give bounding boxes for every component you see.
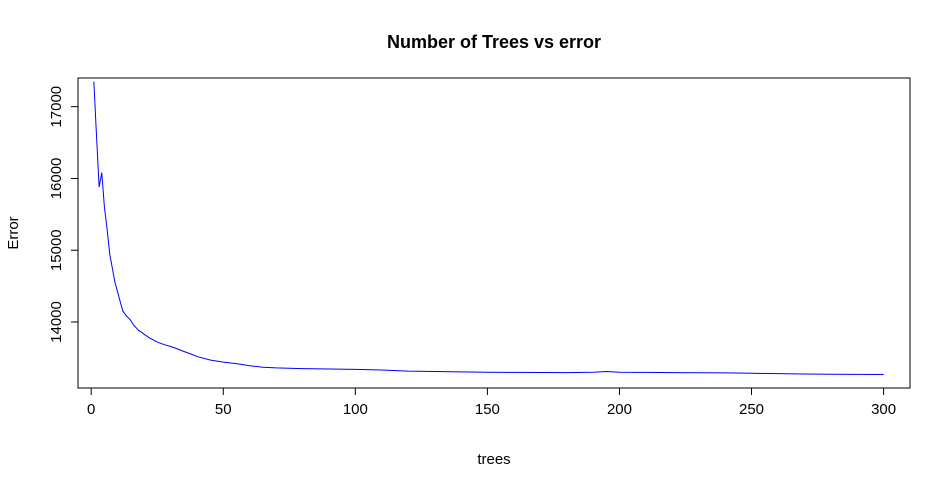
plot-frame: [77, 77, 911, 389]
x-tick-label: 0: [87, 401, 95, 418]
y-tick-label: 14000: [48, 301, 65, 343]
y-tick-label: 15000: [48, 229, 65, 271]
y-tick-label: 17000: [48, 86, 65, 128]
x-tick-label: 200: [607, 401, 632, 418]
y-axis: 14000 15000 16000 17000: [48, 86, 79, 343]
x-axis: 0 50 100 150 200 250 300: [87, 387, 896, 418]
x-tick-label: 300: [871, 401, 896, 418]
chart-title: Number of Trees vs error: [387, 32, 601, 52]
x-tick-label: 250: [739, 401, 764, 418]
error-series-line: [93, 81, 884, 376]
y-axis-label: Error: [5, 216, 22, 249]
x-tick-label: 100: [343, 401, 368, 418]
x-axis-label: trees: [477, 451, 510, 468]
x-tick-label: 50: [215, 401, 232, 418]
y-tick-label: 16000: [48, 158, 65, 200]
series-layer: [93, 81, 884, 376]
x-tick-label: 150: [475, 401, 500, 418]
